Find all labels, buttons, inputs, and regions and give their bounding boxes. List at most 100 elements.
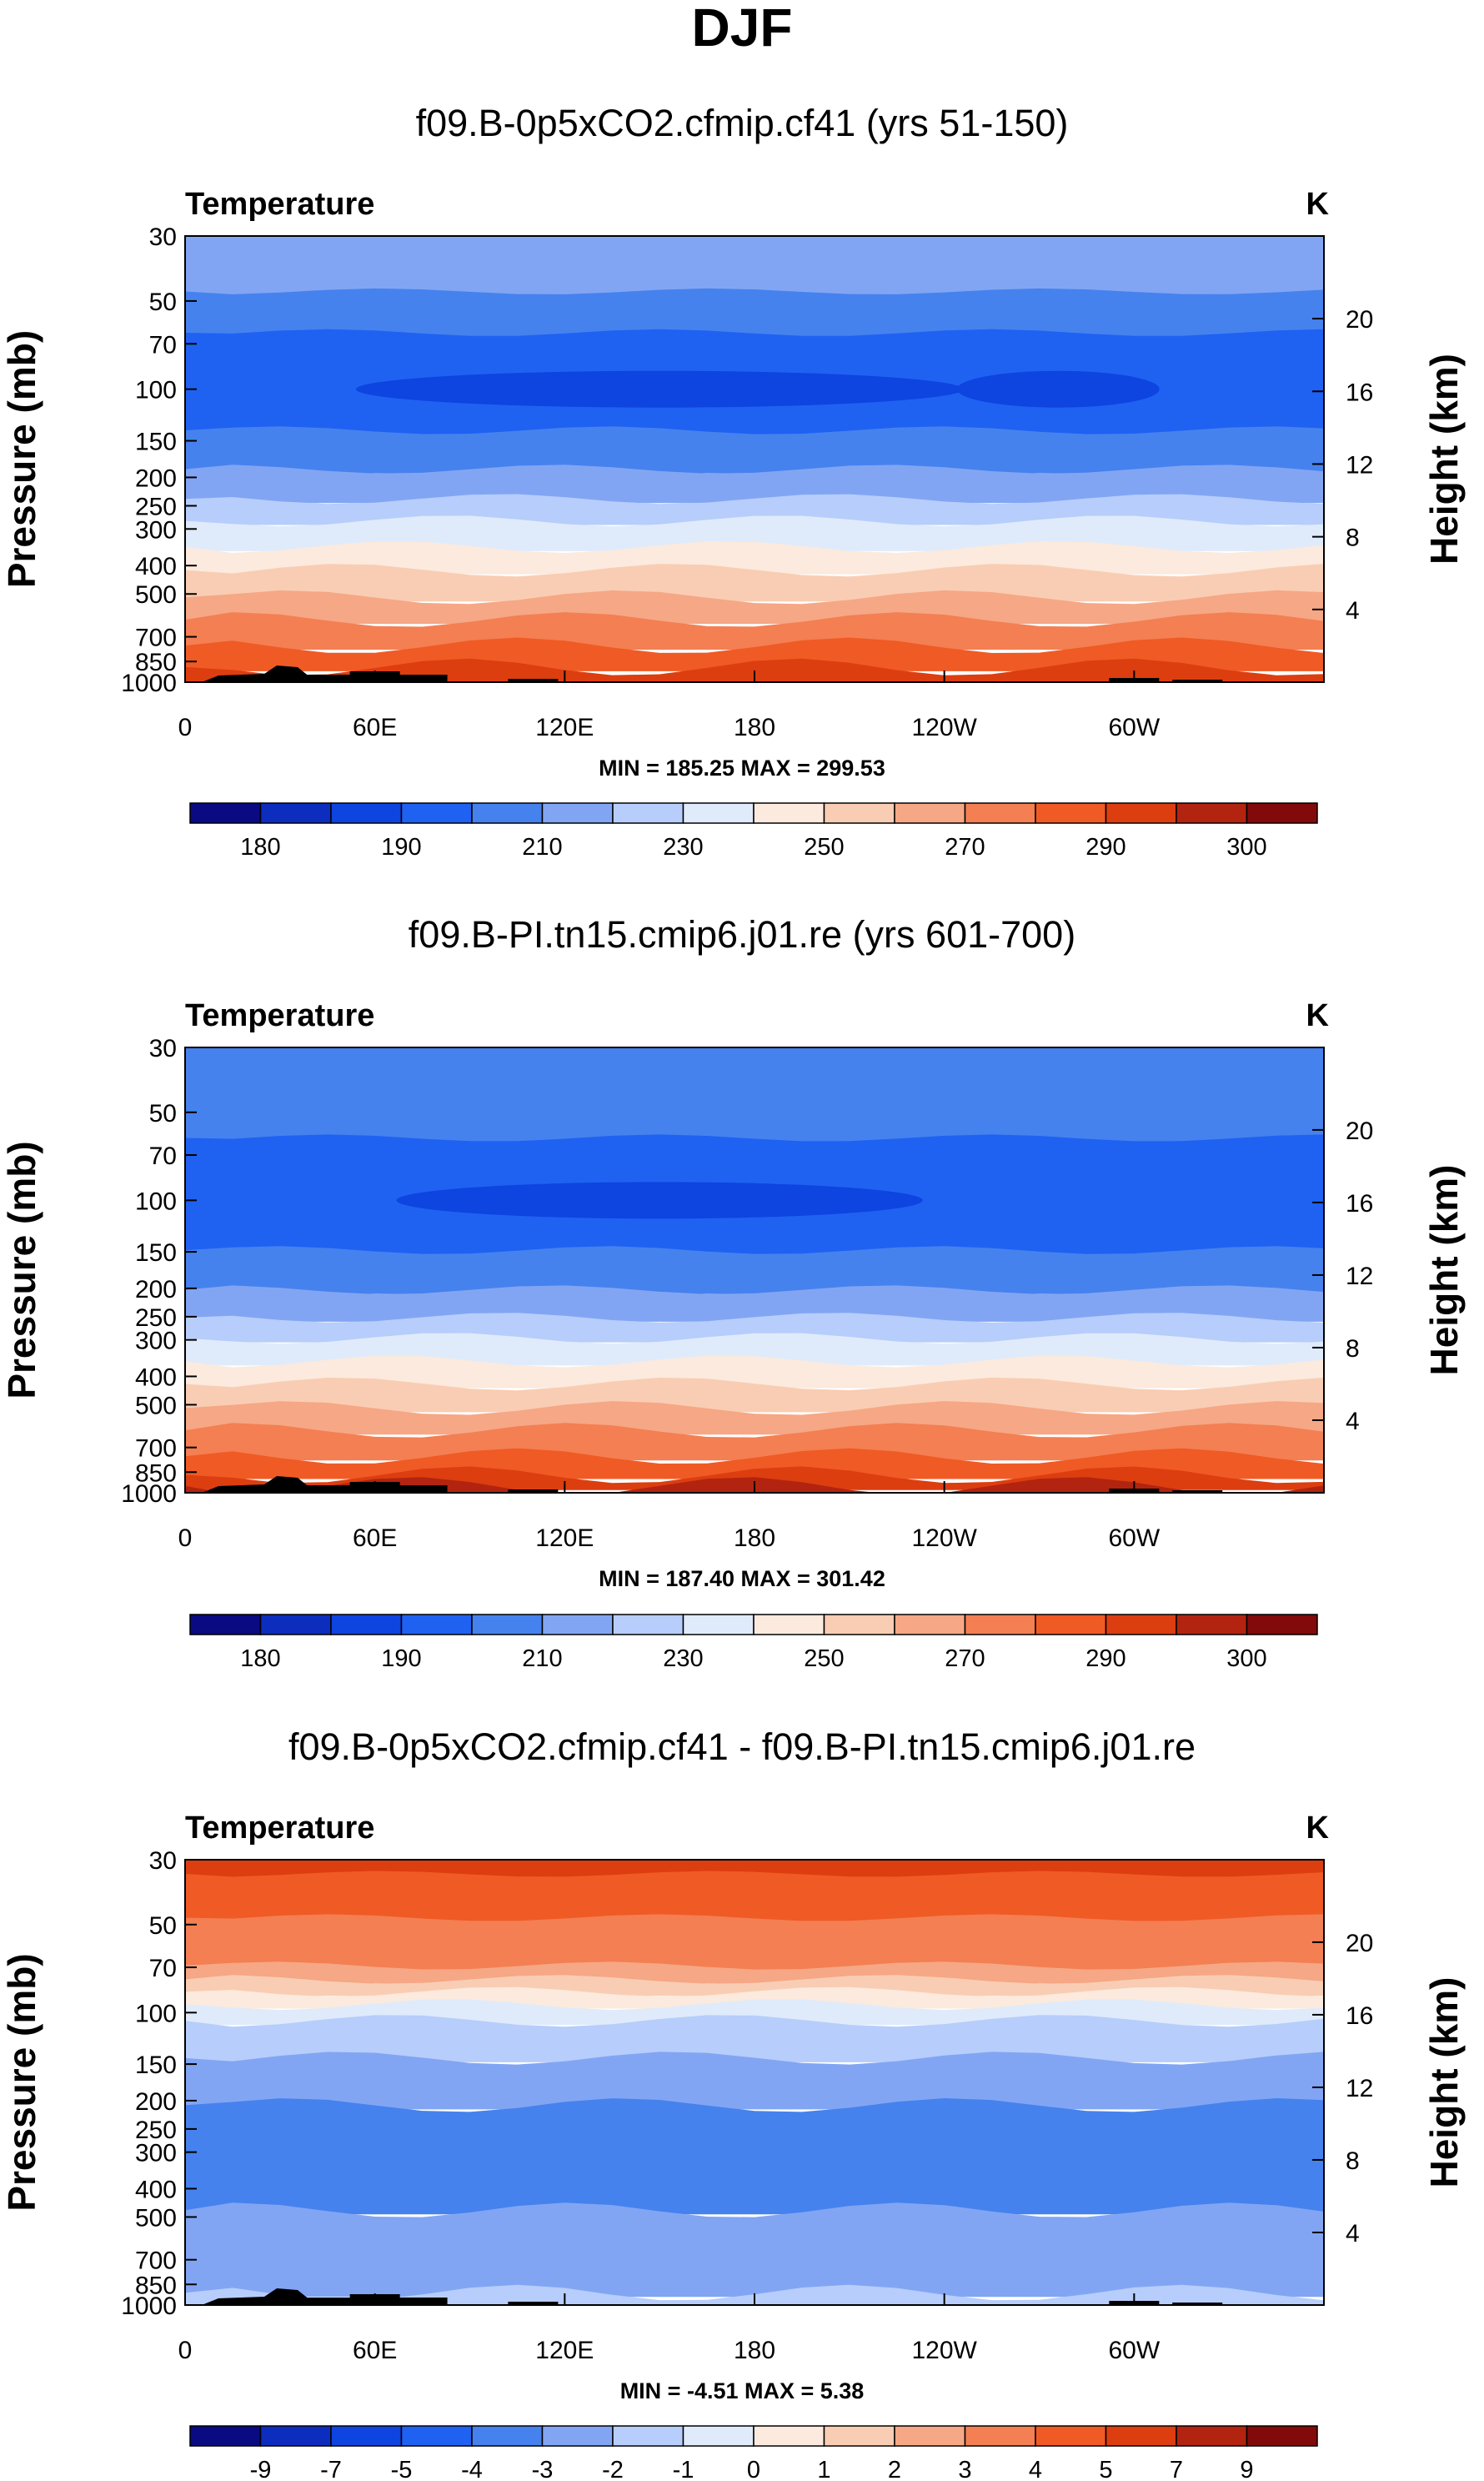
- height-tick-label: 4: [1346, 597, 1360, 625]
- height-tick-label: 20: [1346, 1117, 1373, 1145]
- colorbar-label: 230: [663, 1645, 703, 1672]
- height-tick-label: 12: [1346, 1263, 1373, 1290]
- colorbar-box: [400, 802, 473, 824]
- units-label: K: [1306, 187, 1330, 222]
- y-tick-label: 100: [135, 2000, 177, 2027]
- height-tick-label: 8: [1346, 1335, 1360, 1363]
- min-max-label: MIN = -4.51 MAX = 5.38: [620, 2378, 865, 2403]
- colorbar-box: [682, 1614, 755, 1635]
- height-tick-label: 8: [1346, 2147, 1360, 2175]
- cold-core: [355, 370, 964, 408]
- contour-band: [185, 1246, 1324, 1294]
- contour-band: [185, 564, 1324, 602]
- panel-p2: f09.B-PI.tn15.cmip6.j01.re (yrs 601-700)…: [0, 913, 1466, 1672]
- contour-area: [185, 1860, 1324, 2305]
- colorbar-label: -1: [673, 2457, 694, 2481]
- y-tick-label: 1000: [121, 1480, 177, 1508]
- y-tick-label: 150: [135, 2052, 177, 2079]
- x-tick-label: 60E: [353, 2337, 397, 2364]
- colorbar-label: 5: [1099, 2457, 1112, 2481]
- topography-land: [302, 2298, 353, 2305]
- colorbar-box: [259, 2425, 332, 2447]
- x-tick-label: 0: [178, 2337, 193, 2364]
- y-tick-label: 300: [135, 516, 177, 544]
- x-tick-label: 60E: [353, 1524, 397, 1552]
- y-tick-label: 100: [135, 1188, 177, 1215]
- y-tick-label: 30: [149, 223, 177, 251]
- colorbar-box: [189, 802, 262, 824]
- topography-land: [1172, 1490, 1223, 1493]
- colorbar-label: 9: [1240, 2457, 1253, 2481]
- colorbar-box: [330, 802, 403, 824]
- x-tick-label: 0: [178, 1524, 193, 1552]
- colorbar-label: 210: [522, 834, 562, 861]
- colorbar-box: [330, 2425, 403, 2447]
- contour-area: [185, 1047, 1324, 1493]
- colorbar-label: -4: [461, 2457, 483, 2481]
- colorbar-box: [189, 2425, 262, 2447]
- colorbar-label: -2: [602, 2457, 624, 2481]
- colorbar-box: [541, 2425, 614, 2447]
- variable-label: Temperature: [185, 187, 374, 222]
- page-title: DJF: [692, 0, 793, 58]
- colorbar-box: [1246, 2425, 1318, 2447]
- y-tick-label: 30: [149, 1035, 177, 1062]
- colorbar-label: -5: [391, 2457, 413, 2481]
- colorbar-box: [471, 2425, 544, 2447]
- y-tick-label: 400: [135, 1364, 177, 1391]
- colorbar-label: 180: [240, 1645, 280, 1672]
- contour-band: [185, 1377, 1324, 1413]
- topography-land: [397, 1485, 448, 1493]
- y-tick-label: 400: [135, 2176, 177, 2203]
- height-tick-label: 16: [1346, 1190, 1373, 1218]
- y-tick-label: 100: [135, 377, 177, 404]
- topography-land: [1172, 680, 1223, 682]
- colorbar-label: -3: [532, 2457, 554, 2481]
- colorbar-label: 7: [1170, 2457, 1183, 2481]
- contour-band: [185, 426, 1324, 474]
- colorbar-box: [400, 1614, 473, 1635]
- colorbar-label: 0: [747, 2457, 760, 2481]
- y-tick-label: 200: [135, 1276, 177, 1303]
- colorbar-label: 300: [1226, 1645, 1266, 1672]
- x-tick-label: 60E: [353, 714, 397, 741]
- x-tick-label: 120E: [535, 1524, 594, 1552]
- y-tick-label: 1000: [121, 2293, 177, 2320]
- y-tick-label: 250: [135, 1304, 177, 1332]
- x-tick-label: 120W: [911, 714, 977, 741]
- contour-band: [185, 590, 1324, 625]
- x-tick-label: 180: [734, 714, 775, 741]
- topography-land: [508, 2302, 559, 2305]
- units-label: K: [1306, 1811, 1330, 1846]
- colorbar-label: 190: [381, 834, 421, 861]
- contour-band: [185, 1285, 1324, 1322]
- x-tick-label: 120E: [535, 2337, 594, 2364]
- y-tick-label: 30: [149, 1847, 177, 1875]
- contour-band: [185, 2052, 1324, 2110]
- colorbar-label: 290: [1085, 834, 1126, 861]
- y-tick-label: 200: [135, 465, 177, 492]
- contour-band: [185, 236, 1324, 296]
- contour-band: [185, 1085, 1324, 1143]
- y-tick-label: 700: [135, 1435, 177, 1463]
- colorbar-label: -7: [320, 2457, 342, 2481]
- colorbar-box: [894, 1614, 966, 1635]
- height-tick-label: 20: [1346, 1930, 1373, 1957]
- y-tick-label: 50: [149, 289, 177, 316]
- colorbar-box: [471, 1614, 544, 1635]
- colorbar-box: [823, 802, 895, 824]
- colorbar-box: [1176, 2425, 1248, 2447]
- y-tick-label: 70: [149, 331, 177, 359]
- contour-band: [185, 1047, 1324, 1093]
- contour-band: [185, 658, 1324, 682]
- colorbar-box: [189, 1614, 262, 1635]
- colorbar-label: 230: [663, 834, 703, 861]
- cold-core: [956, 370, 1160, 408]
- y-tick-label: 500: [135, 581, 177, 609]
- colorbar-box: [259, 1614, 332, 1635]
- y-tick-label: 850: [135, 1459, 177, 1487]
- min-max-label: MIN = 187.40 MAX = 301.42: [599, 1566, 885, 1591]
- y-tick-label: 250: [135, 493, 177, 520]
- y-tick-label: 150: [135, 1239, 177, 1267]
- contour-band: [185, 2202, 1324, 2298]
